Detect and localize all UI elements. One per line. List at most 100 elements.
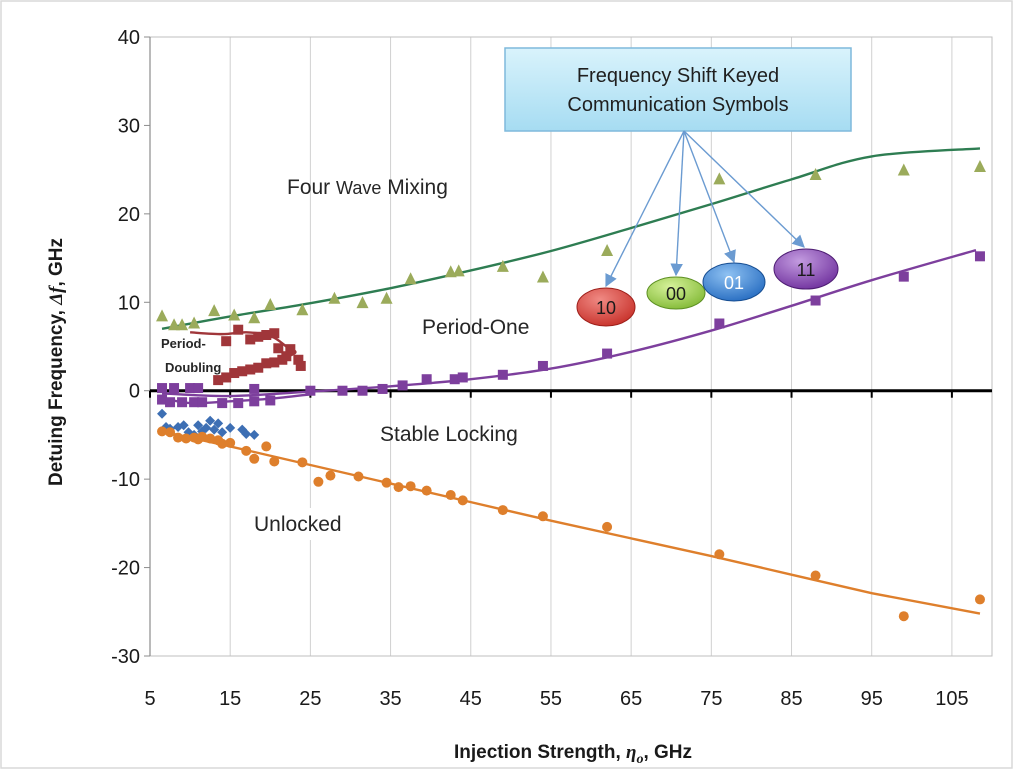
period-doubling-point-10 — [295, 360, 306, 371]
symbol-10: 10 — [576, 287, 636, 327]
period-one-negative-point-8 — [265, 395, 276, 406]
callout-line1: Frequency Shift Keyed — [577, 65, 779, 87]
callout-arrow-11 — [683, 130, 805, 248]
period-doubling-point-3 — [253, 331, 264, 342]
period-one-point-5 — [305, 385, 316, 396]
period-doubling-point-2 — [245, 334, 256, 345]
unlocked-point-2 — [173, 432, 184, 443]
y-tick-label-40: 40 — [118, 27, 140, 49]
unlocked-point-13 — [261, 441, 272, 452]
y-tick-label-30: 30 — [118, 115, 140, 137]
period-doubling-point-4 — [261, 330, 272, 341]
unlocked-point-21 — [405, 481, 416, 492]
callout-line2: Communication Symbols — [567, 94, 788, 116]
period-one-point-18 — [898, 271, 909, 282]
period-doubling-point-14 — [253, 362, 264, 373]
period-one-point-8 — [377, 383, 388, 394]
period-one-point-19 — [974, 251, 985, 262]
four-wave-mixing-point-8 — [296, 303, 309, 316]
period-one-negative-point-7 — [249, 396, 260, 407]
period-doubling-point-5 — [269, 328, 280, 339]
axes — [144, 36, 993, 657]
stable-locking-label: Stable Locking — [380, 423, 518, 446]
period-one-point-2 — [185, 383, 196, 394]
x-axis-title: Injection Strength, ηo, GHz — [454, 742, 692, 767]
symbol-11: 11 — [773, 248, 839, 290]
four-wave-mixing-point-0 — [156, 309, 169, 322]
y-tick-label--20: -20 — [111, 558, 140, 580]
stable-locking-point-11 — [209, 424, 220, 435]
four-wave-mixing-point-19 — [809, 167, 822, 180]
x-tick-label-15: 15 — [219, 688, 241, 710]
period-one-negative-point-0 — [157, 394, 168, 405]
period-doubling-point-0 — [221, 336, 232, 347]
period-doubling-label-line1: Period- — [161, 336, 206, 351]
unlocked-point-3 — [181, 433, 192, 444]
four-wave-mixing-point-18 — [713, 172, 726, 185]
four-wave-mixing-point-4 — [208, 304, 221, 317]
stable-locking-point-0 — [157, 408, 168, 419]
unlocked-point-1 — [165, 427, 176, 438]
period-one-point-3 — [193, 383, 204, 394]
x-tick-label-35: 35 — [379, 688, 401, 710]
period-one-label: Period-One — [422, 316, 529, 339]
symbol-00: 00 — [646, 276, 706, 310]
four-wave-mixing-point-16 — [536, 270, 549, 283]
svg-text:11: 11 — [797, 260, 816, 280]
period-doubling-point-19 — [213, 375, 224, 386]
stable-locking-point-9 — [201, 422, 212, 433]
period-doubling-label-line2: Doubling — [165, 360, 221, 375]
x-tick-label-95: 95 — [861, 688, 883, 710]
unlocked-point-14 — [269, 456, 280, 467]
unlocked-fit-line — [161, 430, 981, 615]
period-doubling-point-15 — [245, 364, 256, 375]
four-wave-mixing-point-9 — [328, 291, 341, 304]
unlocked-point-27 — [602, 521, 613, 532]
four-wave-mixing-point-13 — [444, 265, 457, 278]
unlocked-point-0 — [157, 426, 168, 437]
period-one-point-12 — [457, 372, 468, 383]
four-wave-mixing-point-10 — [356, 296, 369, 309]
unlocked-point-11 — [241, 445, 252, 456]
unlocked-point-7 — [205, 433, 216, 444]
period-one-point-7 — [357, 385, 368, 396]
period-one-negative-point-3 — [189, 397, 200, 408]
period-one-point-11 — [449, 374, 460, 385]
period-doubling-point-16 — [237, 366, 248, 377]
unlocked-point-31 — [974, 594, 985, 605]
y-axis-title: Detuing Frequency, Δf, GHz — [46, 238, 67, 486]
unlocked-point-25 — [497, 505, 508, 516]
y-tick-label--30: -30 — [111, 646, 140, 668]
period-doubling-point-6 — [273, 343, 284, 354]
period-one-point-14 — [537, 360, 548, 371]
period-one-point-0 — [157, 383, 168, 394]
stable-locking-point-12 — [213, 418, 224, 429]
period-doubling-point-13 — [261, 358, 272, 369]
period-one-negative-point-1 — [165, 397, 176, 408]
unlocked-point-18 — [353, 471, 364, 482]
x-tick-label-45: 45 — [460, 688, 482, 710]
unlocked-point-9 — [217, 438, 228, 449]
x-tick-label-75: 75 — [700, 688, 722, 710]
data-points — [156, 159, 986, 622]
period-doubling-point-18 — [221, 372, 232, 383]
svg-text:10: 10 — [596, 298, 616, 318]
unlocked-point-10 — [225, 437, 236, 448]
period-one-point-10 — [421, 374, 432, 385]
x-tick-label-55: 55 — [540, 688, 562, 710]
period-one-negative-point-5 — [217, 398, 228, 409]
unlocked-point-20 — [393, 482, 404, 493]
period-one-point-16 — [714, 318, 725, 329]
period-doubling-point-11 — [277, 354, 288, 365]
unlocked-point-29 — [810, 570, 821, 581]
callout-arrow-01 — [683, 130, 736, 264]
stable-locking-point-7 — [193, 420, 204, 431]
period-one-fit-line — [161, 248, 977, 398]
four-wave-mixing-point-21 — [973, 159, 986, 172]
period-one-point-1 — [169, 383, 180, 394]
x-tick-label-85: 85 — [780, 688, 802, 710]
stable-locking-point-16 — [241, 429, 252, 440]
unlocked-point-16 — [313, 476, 324, 487]
